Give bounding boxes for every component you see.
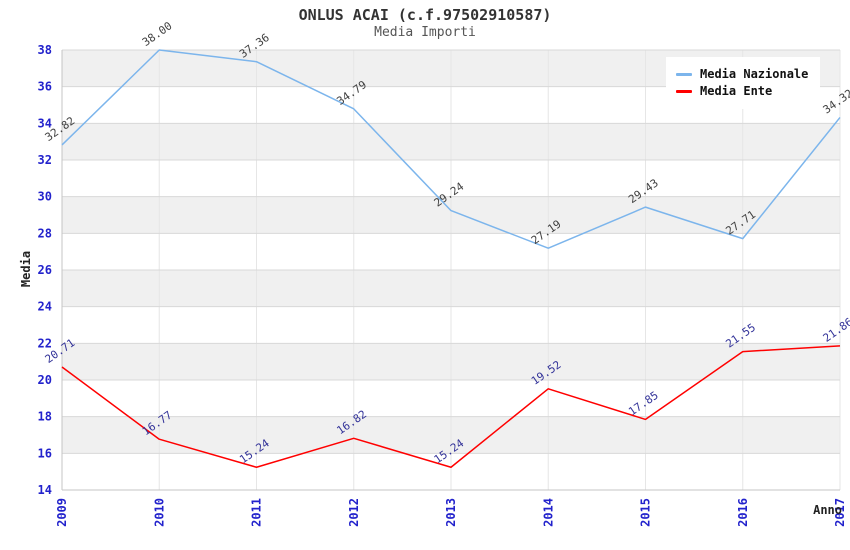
legend: Media Nazionale Media Ente bbox=[666, 57, 821, 109]
x-tick-label: 2017 bbox=[833, 498, 847, 527]
chart-title: ONLUS ACAI (c.f.97502910587) bbox=[298, 6, 552, 24]
y-tick-label: 32 bbox=[38, 153, 52, 167]
legend-label-ente: Media Ente bbox=[700, 84, 773, 98]
x-tick-label: 2013 bbox=[444, 498, 458, 527]
y-tick-label: 18 bbox=[38, 410, 52, 424]
y-tick-label: 16 bbox=[38, 446, 52, 460]
legend-item-media-ente[interactable]: Media Ente bbox=[676, 84, 808, 98]
legend-marker-nazionale-line bbox=[676, 72, 692, 76]
x-tick-label: 2009 bbox=[55, 498, 69, 527]
y-tick-label: 30 bbox=[38, 190, 52, 204]
y-tick-label: 20 bbox=[38, 373, 52, 387]
x-tick-label: 2015 bbox=[639, 498, 653, 527]
x-tick-label: 2014 bbox=[541, 498, 555, 527]
y-tick-label: 36 bbox=[38, 80, 52, 94]
legend-marker-ente-line bbox=[676, 89, 692, 93]
y-axis-title: Media bbox=[19, 250, 33, 288]
x-tick-label: 2011 bbox=[250, 498, 264, 527]
y-tick-label: 38 bbox=[38, 43, 52, 57]
y-tick-label: 22 bbox=[38, 336, 52, 350]
y-tick-label: 34 bbox=[38, 116, 52, 130]
legend-item-media-nazionale[interactable]: Media Nazionale bbox=[676, 67, 808, 81]
legend-label-nazionale: Media Nazionale bbox=[700, 67, 809, 81]
x-tick-label: 2016 bbox=[736, 498, 750, 527]
series-line-media-ente bbox=[61, 345, 841, 469]
y-tick-label: 24 bbox=[38, 300, 52, 314]
y-tick-label: 14 bbox=[38, 483, 52, 497]
x-axis-title: Anno bbox=[813, 503, 842, 517]
chart-subtitle: Media Importi bbox=[374, 25, 476, 40]
x-tick-label: 2012 bbox=[347, 498, 361, 527]
x-tick-label: 2010 bbox=[152, 498, 166, 527]
y-tick-label: 28 bbox=[38, 226, 52, 240]
y-tick-label: 26 bbox=[38, 263, 52, 277]
series-line-media-nazionale bbox=[61, 49, 841, 249]
